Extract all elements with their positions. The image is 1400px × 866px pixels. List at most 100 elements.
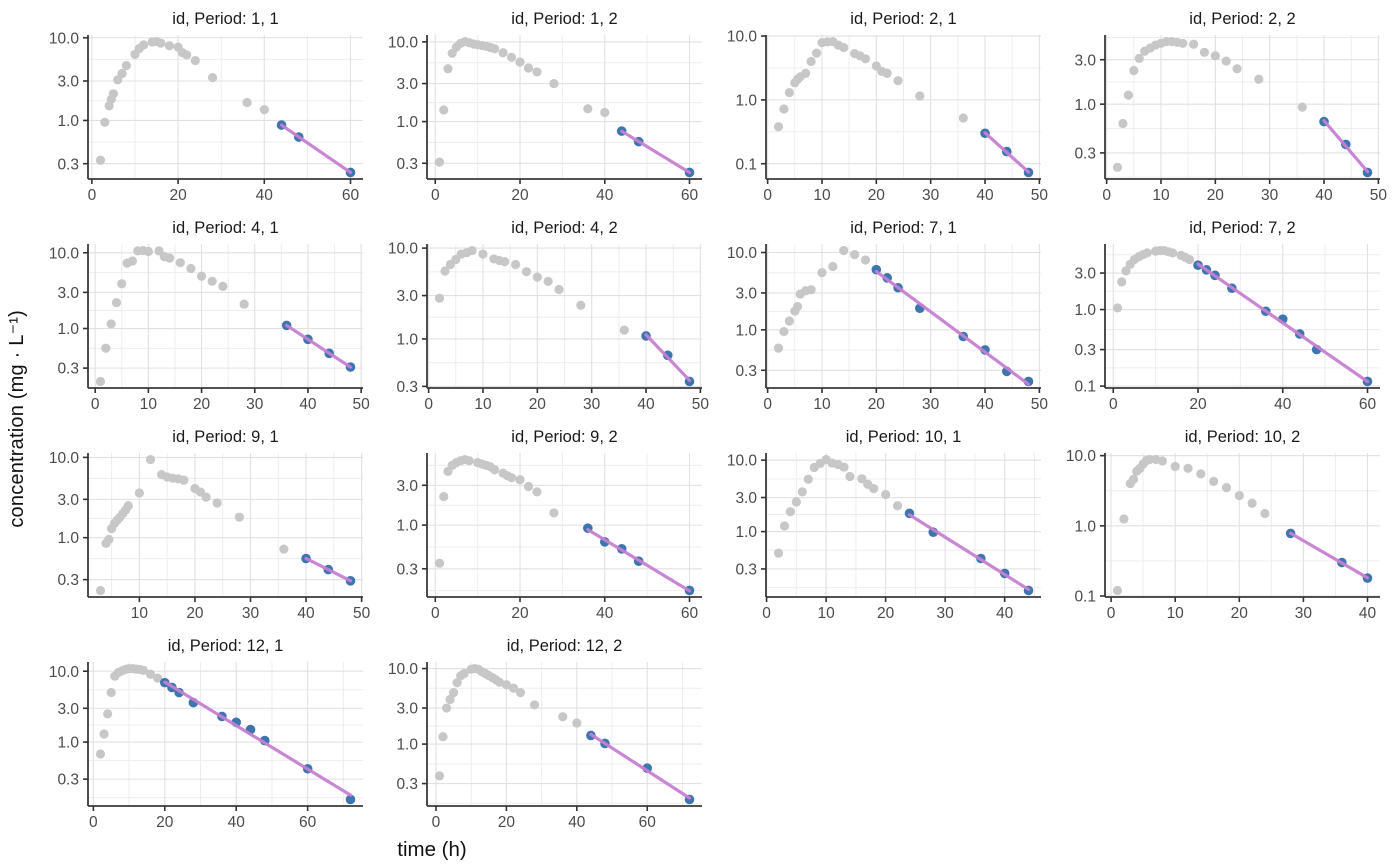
y-axis-label-container: concentration (mg · L⁻¹)	[0, 0, 34, 838]
x-tick-label: 40	[1359, 605, 1377, 622]
facet-plot: 0 10 20 30 40 0.1 1.0 10.0	[1066, 448, 1380, 622]
facet-plot: 0 10 20 30 40 50 0.3 1.0 3.0	[1074, 35, 1387, 204]
y-tick-label: 10.0	[727, 453, 758, 470]
x-tick-label: 10	[813, 396, 831, 413]
y-tick-label: 3.0	[1074, 266, 1096, 283]
y-tick-label: 0.3	[57, 572, 79, 589]
facet-panel: id, Period: 4, 2 0 10 20 30 40 50 0.3 1.0 3.0 10.0	[373, 217, 712, 417]
y-tick-label: 1.0	[396, 737, 418, 754]
x-tick-label: 0	[763, 396, 772, 413]
x-tick-label: 40	[1274, 396, 1292, 413]
x-tick-label: 40	[637, 396, 655, 413]
lambda-z-fit-line	[586, 527, 692, 593]
y-tick-label: 0.1	[1074, 589, 1096, 606]
x-tick-label: 30	[922, 187, 940, 204]
facet-plot: 0 10 20 30 40 50 0.3 1.0 3.0 10.0	[388, 241, 710, 413]
y-tick-label: 0.3	[735, 562, 757, 579]
x-tick-label: 30	[1261, 187, 1279, 204]
facet-title: id, Period: 9, 2	[511, 428, 618, 446]
facet-plot: 0 10 20 30 40 50 0.3 1.0 3.0 10.0	[727, 244, 1048, 413]
x-tick-label: 20	[1189, 396, 1207, 413]
facet-title: id, Period: 2, 2	[1189, 10, 1296, 28]
lambda-z-fit-line	[907, 513, 1031, 592]
y-tick-label: 3.0	[57, 285, 79, 302]
facet-plot: 0 20 40 60 0.3 1.0 3.0	[396, 453, 702, 622]
x-tick-label: 20	[529, 396, 547, 413]
x-tick-label: 40	[996, 605, 1014, 622]
x-tick-label: 10	[1152, 187, 1170, 204]
x-tick-label: 30	[937, 605, 955, 622]
facet-title: id, Period: 4, 2	[511, 219, 618, 237]
x-tick-label: 60	[342, 187, 360, 204]
y-tick-label: 0.1	[1074, 379, 1096, 396]
y-tick-label: 1.0	[1074, 302, 1096, 319]
y-tick-label: 3.0	[396, 288, 418, 305]
x-tick-label: 20	[511, 605, 529, 622]
facet-grid: id, Period: 1, 1 0 20 40 60 0.3 1.0 3.0 10.0 id, …	[34, 0, 1390, 838]
facet-title: id, Period: 9, 1	[172, 428, 279, 446]
x-tick-label: 0	[91, 396, 100, 413]
y-tick-label: 10.0	[49, 450, 80, 467]
y-tick-label: 1.0	[57, 113, 79, 130]
x-tick-label: 0	[1109, 396, 1118, 413]
facet-plot: 0 20 40 60 0.3 1.0 3.0 10.0	[388, 34, 702, 204]
y-tick-label: 10.0	[727, 30, 758, 46]
x-tick-label: 0	[424, 396, 433, 413]
x-tick-label: 30	[1295, 605, 1313, 622]
x-tick-label: 60	[681, 605, 699, 622]
facet-panel: id, Period: 7, 2 0 20 40 60 0.1 0.3 1.0 3.0	[1051, 217, 1390, 417]
y-tick-label: 3.0	[57, 701, 79, 718]
x-tick-label: 40	[297, 605, 315, 622]
x-tick-label: 0	[763, 187, 772, 204]
facet-title: id, Period: 7, 2	[1189, 219, 1296, 237]
y-tick-label: 1.0	[735, 92, 757, 109]
facet-title: id, Period: 12, 1	[167, 637, 284, 655]
facet-panel: id, Period: 2, 2 0 10 20 30 40 50 0.3 1.0 3.0	[1051, 8, 1390, 208]
x-tick-label: 10	[817, 605, 835, 622]
y-tick-label: 10.0	[1066, 448, 1097, 465]
x-tick-label: 20	[877, 605, 895, 622]
x-tick-label: 60	[1359, 396, 1377, 413]
facet-plot: 0 20 40 60 0.1 0.3 1.0 3.0	[1074, 244, 1380, 413]
x-tick-label: 0	[431, 187, 440, 204]
facet-panel: id, Period: 4, 1 0 10 20 30 40 50 0.3 1.0 3.0 10.0	[34, 217, 373, 417]
y-tick-label: 3.0	[735, 490, 757, 507]
lambda-z-fit-line	[1288, 531, 1370, 580]
x-tick-label: 20	[156, 814, 174, 831]
facet-title: id, Period: 4, 1	[172, 219, 279, 237]
lambda-z-fit-line	[285, 323, 353, 369]
x-tick-label: 60	[639, 814, 657, 831]
y-tick-label: 3.0	[1074, 52, 1096, 69]
x-tick-label: 50	[692, 396, 710, 413]
y-tick-label: 10.0	[49, 245, 80, 262]
y-tick-label: 0.3	[396, 156, 418, 173]
x-tick-label: 0	[762, 605, 771, 622]
y-tick-label: 3.0	[396, 701, 418, 718]
facet-panel: id, Period: 10, 1 0 10 20 30 40 0.3 1.0 3.0 10.0	[712, 426, 1051, 626]
lambda-z-fit-line	[279, 123, 353, 175]
facet-panel: id, Period: 7, 1 0 10 20 30 40 50 0.3 1.0 3.0 10.0	[712, 217, 1051, 417]
y-tick-label: 0.3	[735, 363, 757, 380]
x-tick-label: 30	[242, 605, 260, 622]
x-tick-label: 0	[1102, 187, 1111, 204]
x-tick-label: 40	[596, 187, 614, 204]
y-tick-label: 10.0	[49, 664, 80, 681]
x-tick-label: 10	[813, 187, 831, 204]
x-tick-label: 20	[1207, 187, 1225, 204]
facet-panel: id, Period: 9, 1 10 20 30 40 50 0.3 1.0 3.0 10.0	[34, 426, 373, 626]
x-tick-label: 0	[431, 605, 440, 622]
x-axis-label: time (h)	[397, 838, 467, 861]
y-tick-label: 3.0	[396, 76, 418, 93]
x-tick-label: 20	[868, 187, 886, 204]
lambda-z-fit-line	[589, 732, 692, 800]
facet-panel: id, Period: 12, 2 0 20 40 60 0.3 1.0 3.0 10.0	[373, 635, 712, 835]
y-tick-label: 10.0	[49, 30, 80, 47]
y-tick-label: 1.0	[735, 322, 757, 339]
x-tick-label: 20	[868, 396, 886, 413]
x-tick-label: 40	[596, 605, 614, 622]
y-tick-label: 0.3	[396, 561, 418, 578]
y-tick-label: 0.1	[735, 156, 757, 173]
x-tick-label: 20	[498, 814, 516, 831]
x-tick-label: 40	[976, 187, 994, 204]
